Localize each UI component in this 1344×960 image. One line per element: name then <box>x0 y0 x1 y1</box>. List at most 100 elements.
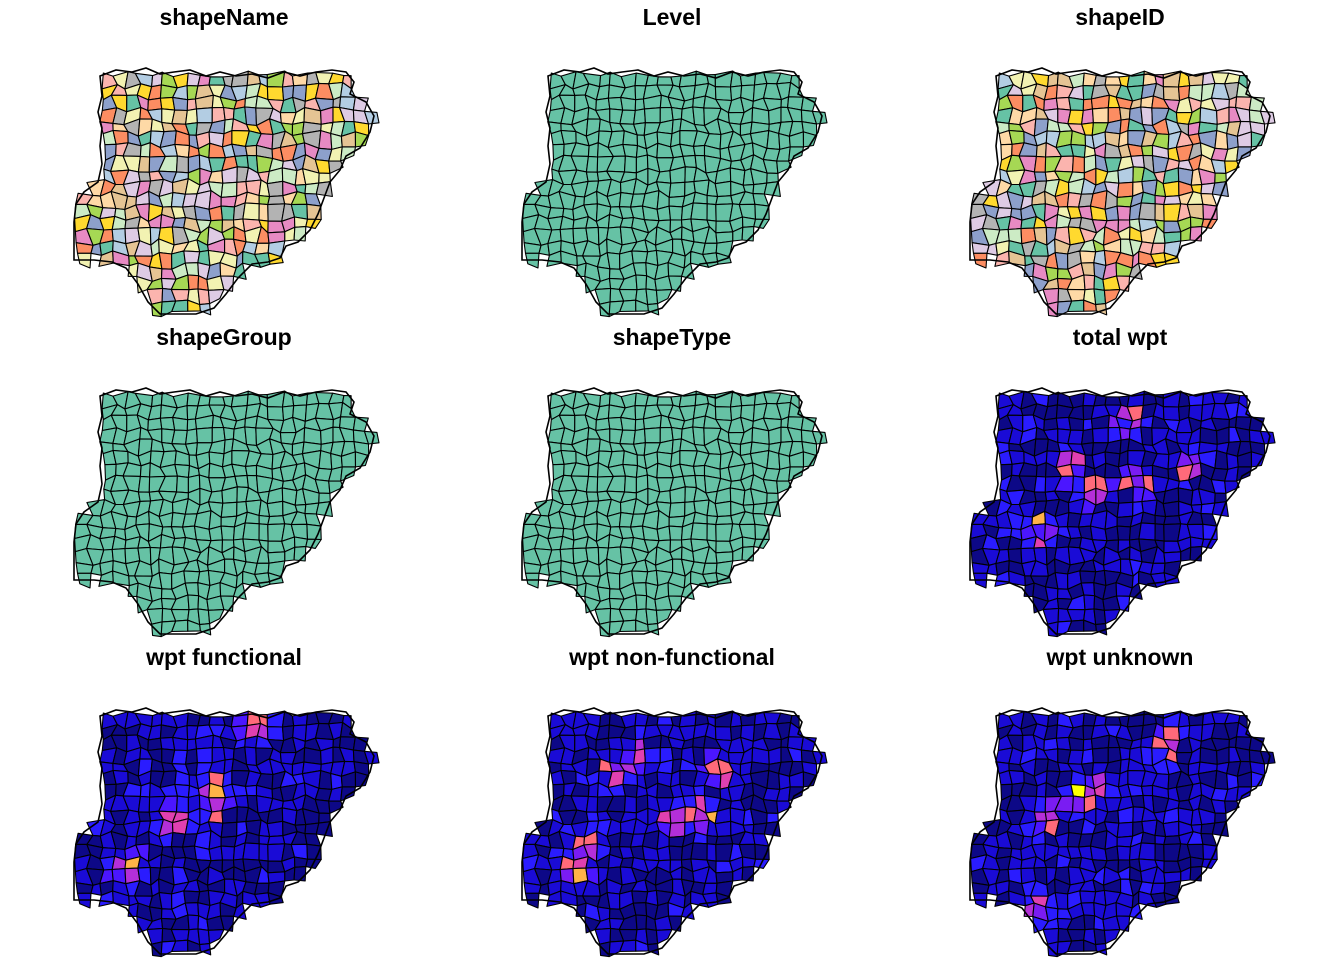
admin-area <box>1095 623 1108 636</box>
admin-area <box>1162 820 1180 838</box>
admin-area <box>1140 784 1154 797</box>
admin-area <box>1103 609 1121 625</box>
admin-area <box>184 582 200 597</box>
admin-area <box>244 464 258 477</box>
admin-area <box>643 427 661 444</box>
admin-area <box>223 426 235 441</box>
admin-area <box>690 202 708 221</box>
admin-areas <box>522 70 828 318</box>
admin-area <box>293 866 307 882</box>
admin-area <box>1067 749 1084 765</box>
admin-area <box>766 450 781 470</box>
admin-area <box>622 463 639 478</box>
admin-area <box>1126 70 1145 88</box>
admin-area <box>1224 160 1240 174</box>
map-panel-total-wpt: total wpt <box>896 320 1344 640</box>
map-wpt-functional <box>73 707 380 958</box>
admin-area <box>1130 474 1145 489</box>
admin-area <box>197 928 211 946</box>
admin-area <box>668 181 686 198</box>
admin-area <box>1138 842 1156 861</box>
admin-area <box>1119 746 1131 761</box>
admin-area <box>1154 843 1165 862</box>
admin-area <box>267 195 286 206</box>
admin-area <box>171 109 188 125</box>
admin-area <box>363 110 380 125</box>
admin-area <box>320 426 334 445</box>
admin-area <box>197 608 211 626</box>
admin-area <box>585 491 600 502</box>
admin-area <box>741 866 755 882</box>
admin-area <box>645 928 659 946</box>
admin-area <box>606 572 621 590</box>
admin-area <box>328 480 344 494</box>
admin-area <box>1116 181 1134 198</box>
admin-area <box>647 303 660 316</box>
admin-area <box>230 70 249 88</box>
admin-area <box>1129 902 1143 920</box>
admin-area <box>741 546 755 562</box>
admin-area <box>112 449 129 465</box>
admin-area <box>692 464 706 477</box>
admin-area <box>303 747 322 765</box>
admin-area <box>585 171 600 182</box>
admin-area <box>645 394 659 407</box>
admin-area <box>197 288 211 306</box>
admin-area <box>620 416 637 432</box>
admin-area <box>678 710 697 728</box>
admin-area <box>293 226 307 242</box>
admin-area <box>220 821 238 838</box>
admin-area <box>1079 890 1097 904</box>
admin-area <box>158 892 173 910</box>
country-border <box>521 387 823 635</box>
admin-area <box>681 582 695 600</box>
admin-area <box>233 582 247 600</box>
admin-area <box>1259 430 1276 445</box>
admin-area <box>1189 546 1203 562</box>
admin-area <box>258 523 269 542</box>
admin-area <box>585 155 599 173</box>
admin-area <box>1091 747 1109 764</box>
admin-area <box>171 429 188 445</box>
admin-area <box>671 426 683 441</box>
country-border <box>969 387 1271 635</box>
admin-area <box>231 463 248 477</box>
map-panel-level: Level <box>448 0 896 320</box>
admin-area <box>174 463 191 478</box>
admin-area <box>244 784 258 797</box>
admin-area <box>1189 226 1203 242</box>
admin-area <box>631 890 649 904</box>
admin-area <box>318 130 333 150</box>
admin-area <box>622 143 639 158</box>
admin-area <box>223 746 235 761</box>
admin-area <box>185 428 198 445</box>
admin-area <box>1067 429 1084 445</box>
admin-area <box>1095 943 1108 956</box>
admin-area <box>207 929 225 945</box>
admin-area <box>184 262 200 277</box>
admin-area <box>1093 394 1107 407</box>
admin-area <box>234 474 249 489</box>
admin-area <box>776 800 792 814</box>
admin-area <box>1140 144 1154 157</box>
admin-area <box>1116 525 1132 541</box>
admin-area <box>328 160 344 174</box>
admin-area <box>1103 289 1121 305</box>
admin-area <box>172 736 189 752</box>
admin-areas <box>74 710 380 958</box>
admin-area <box>1162 406 1181 422</box>
admin-area <box>266 726 285 742</box>
admin-area <box>714 500 732 518</box>
admin-area <box>220 181 238 198</box>
admin-area <box>706 203 717 222</box>
admin-area <box>692 746 706 767</box>
admin-area <box>645 608 659 626</box>
admin-area <box>1250 771 1266 788</box>
admin-area <box>776 480 792 494</box>
admin-area <box>195 427 213 444</box>
admin-area <box>1071 155 1085 174</box>
admin-area <box>1081 108 1094 125</box>
admin-areas <box>74 390 380 638</box>
admin-area <box>715 195 734 206</box>
admin-area <box>1008 449 1025 465</box>
